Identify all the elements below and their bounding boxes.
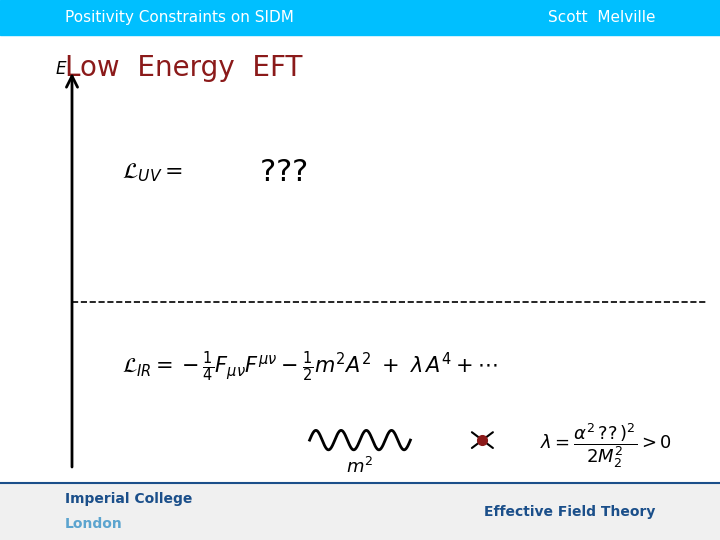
Bar [0, 0, 720, 35]
Text: Effective Field Theory: Effective Field Theory [484, 505, 655, 518]
Text: $\mathcal{L}_{IR} = -\frac{1}{4}F_{\mu\nu}F^{\mu\nu} - \frac{1}{2}m^2 A^2 \ + \ : $\mathcal{L}_{IR} = -\frac{1}{4}F_{\mu\n… [122, 350, 498, 384]
Text: Imperial College: Imperial College [65, 492, 192, 506]
Text: $\lambda = \dfrac{\alpha^2\,??\,)^2}{2M_2^2} > 0$: $\lambda = \dfrac{\alpha^2\,??\,)^2}{2M_… [540, 421, 672, 470]
Text: $\mathcal{L}_{UV} = $: $\mathcal{L}_{UV} = $ [122, 161, 184, 184]
Text: Scott  Melville: Scott Melville [548, 10, 655, 25]
Text: London: London [65, 517, 122, 531]
Text: Low  Energy  EFT: Low Energy EFT [65, 53, 302, 82]
Text: $m^2$: $m^2$ [346, 457, 374, 477]
Text: Positivity Constraints on SIDM: Positivity Constraints on SIDM [65, 10, 294, 25]
Text: $E$: $E$ [55, 60, 68, 78]
Text: $???$: $???$ [259, 158, 307, 187]
Bar [0, 483, 720, 540]
